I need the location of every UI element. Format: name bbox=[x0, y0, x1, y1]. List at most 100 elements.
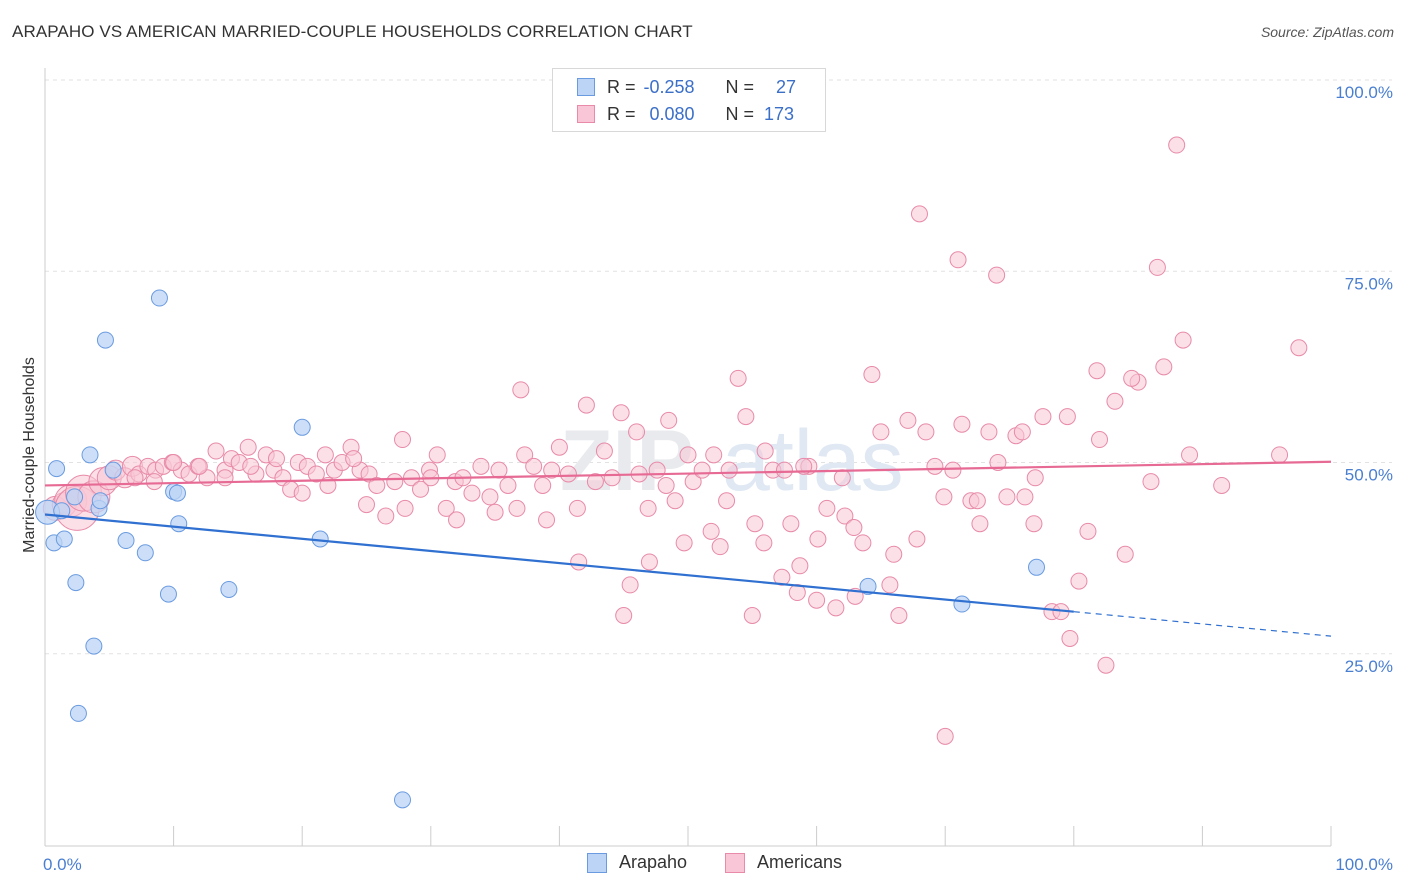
data-point bbox=[1181, 446, 1199, 464]
r-label: R = bbox=[607, 103, 636, 124]
x-tick-label: 0.0% bbox=[43, 855, 82, 874]
data-point bbox=[239, 438, 257, 456]
data-point bbox=[1271, 446, 1289, 464]
data-point bbox=[508, 499, 526, 517]
data-point bbox=[675, 534, 693, 552]
data-point bbox=[639, 499, 657, 517]
data-point bbox=[550, 438, 568, 456]
data-point bbox=[394, 791, 412, 809]
data-point bbox=[621, 576, 639, 594]
data-point bbox=[463, 484, 481, 502]
data-point bbox=[559, 465, 577, 483]
data-point bbox=[1091, 431, 1109, 449]
data-point bbox=[1013, 423, 1031, 441]
data-point bbox=[1079, 522, 1097, 540]
data-point bbox=[85, 637, 103, 655]
data-point bbox=[428, 446, 446, 464]
chart-title: ARAPAHO VS AMERICAN MARRIED-COUPLE HOUSE… bbox=[12, 22, 693, 41]
data-point bbox=[773, 568, 791, 586]
arapaho-swatch bbox=[587, 852, 607, 873]
data-point bbox=[702, 522, 720, 540]
data-point bbox=[81, 446, 99, 464]
data-point bbox=[755, 534, 773, 552]
data-point bbox=[220, 580, 238, 598]
data-point bbox=[159, 585, 177, 603]
data-point bbox=[818, 499, 836, 517]
data-point bbox=[577, 396, 595, 414]
y-tick-label: 50.0% bbox=[1345, 466, 1393, 485]
data-point bbox=[854, 534, 872, 552]
data-point bbox=[743, 607, 761, 624]
data-point bbox=[145, 473, 163, 491]
data-point bbox=[756, 442, 774, 460]
data-point bbox=[1097, 656, 1115, 674]
data-point bbox=[1028, 558, 1046, 576]
gridlines bbox=[45, 79, 1392, 655]
data-point bbox=[827, 599, 845, 617]
arapaho-trend-line bbox=[44, 513, 1074, 613]
data-point bbox=[499, 476, 517, 494]
data-point bbox=[612, 404, 630, 422]
watermark-zip: ZIP bbox=[560, 413, 694, 509]
arapaho-points bbox=[35, 289, 1046, 809]
y-tick-label: 25.0% bbox=[1345, 657, 1393, 676]
data-point bbox=[628, 423, 646, 441]
legend-item-arapaho[interactable]: Arapaho bbox=[587, 852, 687, 873]
data-point bbox=[885, 545, 903, 563]
arapaho-swatch bbox=[577, 78, 595, 96]
data-point bbox=[872, 423, 890, 441]
data-point bbox=[96, 331, 114, 349]
data-point bbox=[437, 499, 455, 517]
data-point bbox=[55, 530, 73, 548]
data-point bbox=[586, 473, 604, 491]
data-point bbox=[570, 553, 588, 571]
data-point bbox=[899, 411, 917, 429]
data-point bbox=[595, 442, 613, 460]
data-point bbox=[377, 507, 395, 525]
data-point bbox=[525, 457, 543, 475]
data-point bbox=[666, 492, 684, 510]
n-label: N = bbox=[725, 103, 755, 124]
legend-item-americans[interactable]: Americans bbox=[725, 852, 842, 873]
data-point bbox=[316, 446, 334, 464]
data-point bbox=[358, 496, 375, 514]
data-point bbox=[126, 469, 144, 487]
data-point bbox=[516, 446, 534, 464]
data-point bbox=[944, 461, 962, 479]
stats-row-arapaho: R = -0.258 N = 27 bbox=[577, 75, 796, 99]
source-credit: Source: ZipAtlas.com bbox=[1260, 24, 1394, 40]
data-point bbox=[150, 289, 168, 307]
trend-lines bbox=[44, 460, 1332, 637]
americans-swatch bbox=[577, 105, 595, 123]
tick-labels: 25.0% 50.0% 75.0% 100.0% 0.0% 100.0% bbox=[43, 83, 1393, 874]
data-point bbox=[863, 366, 881, 384]
data-point bbox=[809, 530, 827, 548]
data-point bbox=[117, 532, 135, 550]
data-point bbox=[718, 492, 736, 510]
data-point bbox=[568, 499, 586, 517]
data-point bbox=[1168, 136, 1186, 154]
data-point bbox=[67, 574, 85, 592]
data-point bbox=[1058, 408, 1076, 426]
data-point bbox=[267, 450, 285, 468]
data-point bbox=[949, 251, 967, 269]
data-point bbox=[170, 515, 188, 533]
data-point bbox=[386, 473, 404, 491]
data-point bbox=[1016, 488, 1034, 506]
data-point bbox=[746, 515, 764, 533]
data-point bbox=[490, 461, 508, 479]
data-point bbox=[953, 415, 971, 433]
data-point bbox=[910, 205, 928, 223]
data-point bbox=[412, 480, 430, 498]
data-point bbox=[1142, 473, 1160, 491]
data-point bbox=[345, 450, 363, 468]
data-point bbox=[396, 499, 414, 517]
data-point bbox=[486, 503, 504, 521]
data-point bbox=[998, 488, 1016, 506]
data-point bbox=[859, 577, 877, 595]
data-point bbox=[1106, 392, 1124, 410]
data-point bbox=[890, 607, 908, 624]
data-point bbox=[48, 460, 66, 478]
n-value: 27 bbox=[776, 76, 797, 97]
data-point bbox=[775, 461, 793, 479]
